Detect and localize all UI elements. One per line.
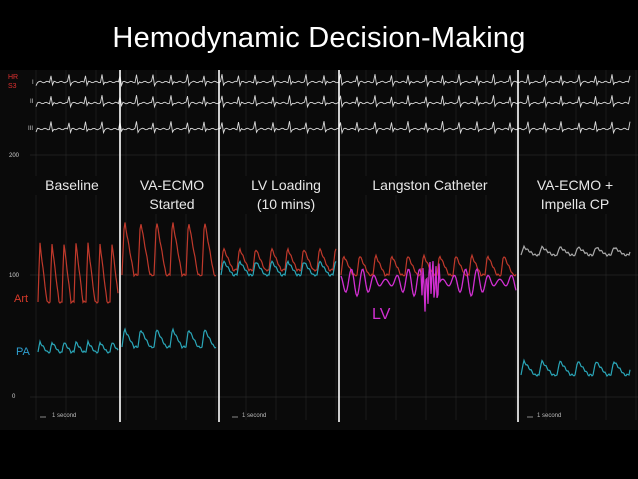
art-label: Art bbox=[14, 293, 29, 305]
arterial-trace-langston bbox=[340, 253, 517, 277]
scale-100: 100 bbox=[9, 273, 20, 279]
ecg-trace-lead bbox=[35, 74, 631, 88]
pa-trace-va-ecmo bbox=[121, 327, 217, 350]
panel-label-lv-loading: LV Loading (10 mins) bbox=[238, 176, 334, 214]
lv-label: LV bbox=[372, 306, 391, 323]
baseline-trace-impella bbox=[520, 244, 631, 257]
waveform-canvas bbox=[30, 70, 638, 422]
time-scale-2: 1 second bbox=[242, 413, 267, 419]
pa-trace-impella bbox=[520, 358, 631, 378]
panel-label-line: (10 mins) bbox=[256, 196, 316, 212]
panel-label-langston: Langston Catheter bbox=[356, 176, 504, 195]
pa-trace-baseline bbox=[37, 339, 119, 355]
panel-label-line: VA-ECMO bbox=[139, 177, 205, 193]
ecg-trace-lead bbox=[35, 95, 631, 109]
lead-label-1: I bbox=[32, 80, 34, 86]
ecg-trace-lead bbox=[35, 121, 631, 135]
panel-label-impella: VA-ECMO + Impella CP bbox=[522, 176, 628, 214]
arterial-trace-lv-loading bbox=[220, 246, 337, 273]
lead-label-2: II bbox=[30, 99, 34, 105]
pa-trace-lv-loading bbox=[220, 259, 337, 277]
panel-label-va-ecmo: VA-ECMO Started bbox=[129, 176, 215, 214]
panel-label-line: VA-ECMO + bbox=[536, 177, 614, 193]
arterial-trace-va-ecmo bbox=[121, 222, 217, 278]
slide-title: Hemodynamic Decision-Making bbox=[112, 22, 526, 54]
hr-label: HR bbox=[8, 74, 19, 81]
time-scale-3: 1 second bbox=[537, 413, 562, 419]
panel-label-line: Langston Catheter bbox=[372, 177, 488, 193]
panel-label-baseline: Baseline bbox=[34, 176, 110, 195]
spo2-label: S3 bbox=[8, 83, 17, 90]
time-scale-1: 1 second bbox=[52, 413, 77, 419]
pa-label: PA bbox=[16, 346, 30, 358]
scale-200: 200 bbox=[9, 153, 20, 159]
panel-label-line: LV Loading bbox=[251, 177, 321, 193]
arterial-trace-baseline bbox=[37, 242, 119, 305]
scale-0: 0 bbox=[12, 394, 16, 400]
panel-label-line: Baseline bbox=[45, 177, 99, 193]
panel-label-line: Impella CP bbox=[540, 196, 610, 212]
lead-label-3: III bbox=[28, 126, 34, 132]
panel-label-line: Started bbox=[149, 196, 195, 212]
monitor-strip: HR S3 I II III 200 100 0 Art PA LV 1 sec… bbox=[0, 70, 638, 430]
lv-trace bbox=[340, 261, 517, 312]
